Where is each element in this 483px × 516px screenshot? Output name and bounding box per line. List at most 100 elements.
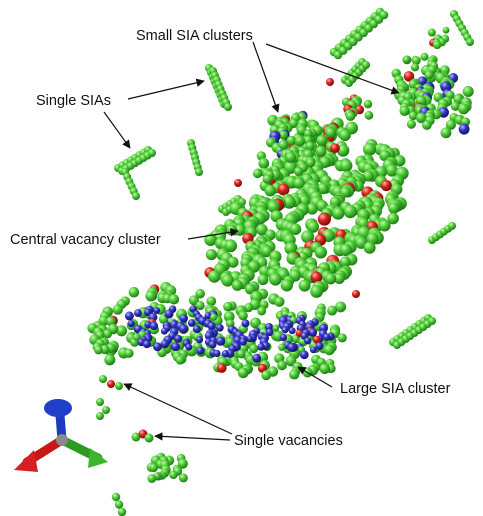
axes-origin [56,434,68,446]
interior-atom [288,327,296,335]
interior-atom [185,343,193,351]
interior-atom [257,343,265,351]
sia-atom [293,177,305,189]
sia-atom [406,119,416,129]
sia-atom [316,134,328,147]
sia-atom [206,296,217,307]
sia-atom [427,28,436,37]
arrow-small-sia-2 [265,43,400,95]
z-axis-head [44,399,72,417]
sia-atom [363,99,373,109]
sia-atom [332,207,345,220]
interior-atom [239,337,247,346]
sia-atom [294,135,306,147]
arrow-single-sias-1 [127,78,205,100]
sia-atom [289,223,302,235]
interior-atom [160,327,168,335]
label-central-vacancy-cluster: Central vacancy cluster [10,232,161,248]
interior-atom [208,340,217,349]
interior-atom [246,335,254,343]
sia-atom [99,375,107,383]
sia-atom [280,279,293,292]
sia-atom [440,127,452,139]
sia-atom [117,507,127,516]
sia-atom [339,243,353,257]
sia-atom [128,286,140,298]
sia-atom [261,370,272,381]
sia-atom [224,103,232,111]
interior-atom [196,346,205,355]
interior-atom [216,336,226,346]
sia-atom [314,246,328,259]
sia-atom [257,306,267,316]
sia-atom [249,344,259,354]
sia-atom [399,105,410,117]
sia-atom [289,369,300,380]
sia-atom [124,348,134,358]
sia-atom [195,168,203,176]
sia-atom [169,470,178,480]
interior-atom [322,333,331,341]
sia-atom [291,334,301,344]
sia-atom [466,38,474,46]
interior-atom [179,324,188,334]
sia-atom [408,111,418,121]
sia-atom [339,256,351,268]
sia-atom [223,301,233,312]
sia-atom [305,141,315,151]
interior-atom [153,342,162,352]
sia-atom [145,290,157,302]
sia-atom [210,313,218,321]
sia-atom [403,56,411,64]
interior-atom [149,321,159,331]
sia-atom [448,222,456,230]
sia-atom [450,101,460,111]
interior-atom [134,309,142,318]
sia-atom [221,274,234,287]
sia-atom [149,463,158,473]
sia-atom [256,223,268,236]
sia-atom [205,249,217,261]
sia-atom [363,241,376,254]
sia-atom [116,325,128,337]
label-large-sia-cluster: Large SIA cluster [340,381,451,397]
interior-atom [309,346,317,354]
sia-atom [378,219,391,232]
arrow-single-sias-2 [103,111,131,149]
sia-atom [420,52,429,61]
vacancy-atom [403,71,415,82]
sia-atom [324,273,337,285]
sia-atom [301,230,315,244]
sia-atom [424,70,434,80]
sia-atom [364,110,374,120]
sia-atom [244,283,256,295]
sia-atom [94,345,103,355]
interior-atom [304,337,312,345]
interior-atom [252,353,262,363]
sia-atom [286,135,297,146]
sia-atom [227,256,239,268]
sia-atom [458,103,470,115]
label-small-sia-clusters: Small SIA clusters [136,28,253,44]
sia-atom [325,127,337,139]
vacancy-atom [310,271,323,284]
sia-atom [307,220,320,233]
interior-atom [299,350,309,360]
sia-atom [131,432,141,442]
interior-atom [160,339,170,349]
sia-atom [252,168,263,179]
sia-atom [362,142,377,156]
interior-atom [187,319,196,327]
sia-atom [231,279,243,291]
sia-atom [272,324,280,332]
sia-atom [132,192,140,200]
arrow-single-vacancy-1 [123,383,233,435]
sia-atom [336,144,350,157]
sia-atom [306,158,316,168]
sia-atom [385,164,398,177]
interior-atom [142,340,151,349]
sia-atom [111,492,121,502]
sia-atom [204,233,217,247]
interior-atom [164,309,174,319]
sia-atom [236,349,246,359]
